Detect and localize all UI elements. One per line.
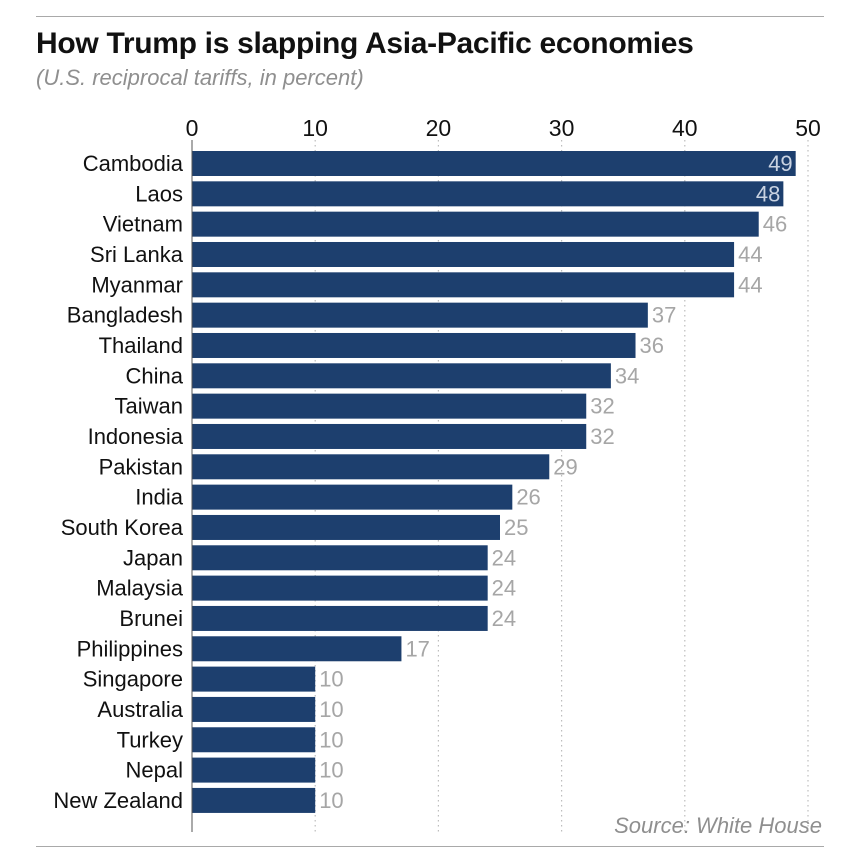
bar-south-korea	[192, 514, 500, 540]
bar-thailand	[192, 332, 636, 358]
chart-title: How Trump is slapping Asia-Pacific econo…	[36, 27, 694, 60]
category-label-philippines: Philippines	[77, 636, 183, 661]
bar-china	[192, 363, 611, 389]
value-label-pakistan: 29	[553, 454, 577, 479]
x-tick-label-30: 30	[549, 115, 575, 141]
category-label-bangladesh: Bangladesh	[67, 303, 183, 328]
category-label-sri-lanka: Sri Lanka	[90, 242, 184, 267]
x-tick-label-20: 20	[426, 115, 452, 141]
bar-bangladesh	[192, 302, 648, 328]
category-label-pakistan: Pakistan	[99, 454, 183, 479]
category-label-malaysia: Malaysia	[96, 576, 184, 601]
value-label-sri-lanka: 44	[738, 242, 762, 267]
bar-sri-lanka	[192, 241, 735, 267]
value-label-taiwan: 32	[590, 394, 614, 419]
x-tick-label-50: 50	[795, 115, 821, 141]
bar-japan	[192, 545, 488, 571]
category-label-vietnam: Vietnam	[103, 212, 183, 237]
bar-brunei	[192, 605, 488, 631]
top-rule	[36, 16, 824, 17]
category-label-india: India	[135, 485, 183, 510]
x-tick-label-10: 10	[302, 115, 328, 141]
value-label-myanmar: 44	[738, 272, 762, 297]
category-label-nepal: Nepal	[126, 758, 183, 783]
value-label-malaysia: 24	[492, 576, 516, 601]
category-label-new-zealand: New Zealand	[53, 788, 183, 813]
value-label-turkey: 10	[319, 727, 343, 752]
category-label-south-korea: South Korea	[61, 515, 184, 540]
bar-india	[192, 484, 513, 510]
category-label-japan: Japan	[123, 545, 183, 570]
bar-myanmar	[192, 272, 735, 298]
chart-subtitle: (U.S. reciprocal tariffs, in percent)	[36, 65, 364, 90]
value-label-japan: 24	[492, 545, 516, 570]
value-label-south-korea: 25	[504, 515, 528, 540]
bottom-rule	[36, 846, 824, 847]
value-label-philippines: 17	[405, 636, 429, 661]
bar-turkey	[192, 727, 316, 753]
value-label-thailand: 36	[640, 333, 664, 358]
value-label-bangladesh: 37	[652, 303, 676, 328]
value-label-nepal: 10	[319, 758, 343, 783]
category-label-cambodia: Cambodia	[83, 151, 184, 176]
bar-laos	[192, 181, 784, 207]
bar-indonesia	[192, 423, 587, 449]
bar-pakistan	[192, 454, 550, 480]
value-label-laos: 48	[756, 181, 780, 206]
category-label-brunei: Brunei	[119, 606, 183, 631]
x-tick-label-40: 40	[672, 115, 698, 141]
category-label-taiwan: Taiwan	[115, 394, 183, 419]
value-label-singapore: 10	[319, 667, 343, 692]
category-label-myanmar: Myanmar	[91, 272, 183, 297]
bar-singapore	[192, 666, 316, 692]
source-note: Source: White House	[614, 813, 822, 838]
bar-philippines	[192, 636, 402, 662]
category-label-thailand: Thailand	[99, 333, 183, 358]
value-label-indonesia: 32	[590, 424, 614, 449]
bar-new-zealand	[192, 787, 316, 813]
bar-nepal	[192, 757, 316, 783]
category-label-australia: Australia	[97, 697, 183, 722]
bar-australia	[192, 696, 316, 722]
value-label-australia: 10	[319, 697, 343, 722]
x-tick-label-0: 0	[186, 115, 199, 141]
bar-cambodia	[192, 151, 796, 176]
category-label-indonesia: Indonesia	[88, 424, 184, 449]
value-label-new-zealand: 10	[319, 788, 343, 813]
category-label-turkey: Turkey	[117, 727, 183, 752]
bar-malaysia	[192, 575, 488, 601]
category-label-singapore: Singapore	[83, 667, 183, 692]
category-label-laos: Laos	[135, 181, 183, 206]
value-label-cambodia: 49	[768, 151, 792, 176]
bar-taiwan	[192, 393, 587, 419]
category-label-china: China	[126, 363, 184, 388]
value-label-china: 34	[615, 363, 639, 388]
bar-vietnam	[192, 211, 759, 237]
value-label-india: 26	[516, 485, 540, 510]
value-label-brunei: 24	[492, 606, 516, 631]
value-label-vietnam: 46	[763, 212, 787, 237]
